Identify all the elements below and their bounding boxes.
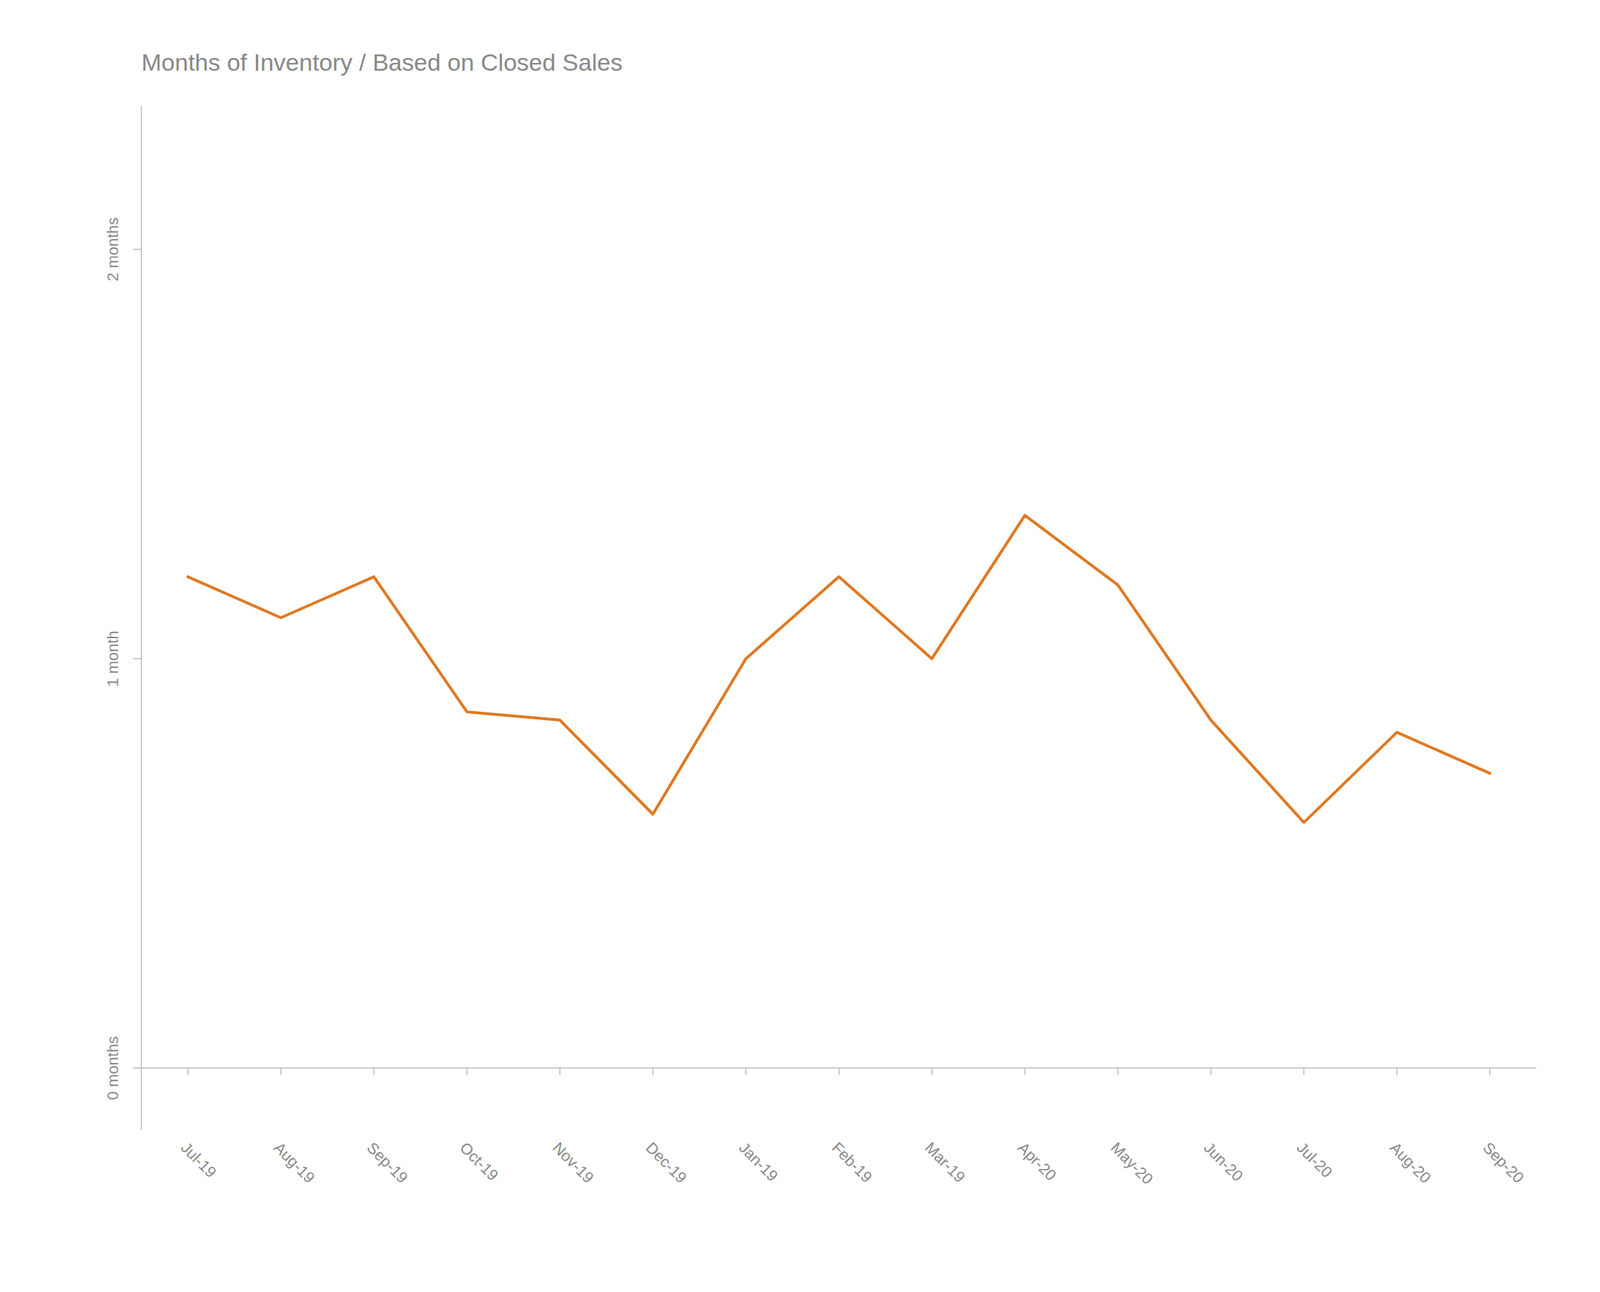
- x-tick-label: Aug-20: [1386, 1139, 1435, 1188]
- x-tick-label: Nov-19: [549, 1139, 598, 1188]
- x-tick: [1024, 1068, 1026, 1076]
- chart: Months of Inventory / Based on Closed Sa…: [0, 0, 1600, 1292]
- y-tick: [132, 248, 142, 251]
- x-tick: [373, 1068, 375, 1076]
- y-tick: [132, 658, 142, 660]
- plot-area: [188, 515, 1490, 823]
- data-line: [188, 515, 1490, 823]
- title: Months of Inventory / Based on Closed Sa…: [141, 48, 623, 76]
- y-axis-line: [140, 106, 143, 1130]
- x-tick: [838, 1068, 840, 1076]
- x-tick-label: Dec-19: [642, 1139, 691, 1188]
- y-tick-label: 2 months: [104, 217, 123, 282]
- x-tick: [187, 1068, 189, 1076]
- x-tick: [1488, 1068, 1491, 1076]
- x-tick: [1396, 1068, 1398, 1076]
- x-tick: [1117, 1068, 1119, 1076]
- x-tick: [1303, 1068, 1305, 1076]
- y-tick-label: 1 month: [104, 630, 123, 688]
- x-tick-label: Aug-19: [270, 1139, 319, 1188]
- x-tick-label: Mar-19: [921, 1139, 969, 1187]
- x-tick-label: Jul-19: [177, 1139, 220, 1182]
- y-tick-label: 0 months: [104, 1036, 123, 1101]
- chart-container: Months of Inventory / Based on Closed Sa…: [0, 0, 1600, 1292]
- x-tick: [652, 1068, 654, 1076]
- x-tick-label: Sep-20: [1479, 1139, 1528, 1188]
- x-tick: [931, 1068, 933, 1076]
- x-tick-label: May-20: [1107, 1139, 1157, 1189]
- x-tick: [1210, 1068, 1212, 1076]
- x-tick-label: Jan-19: [735, 1139, 782, 1185]
- x-tick: [559, 1068, 561, 1076]
- y-tick: [132, 1067, 142, 1070]
- x-tick-label: Apr-20: [1014, 1139, 1060, 1185]
- x-tick: [466, 1068, 469, 1076]
- x-tick-label: Sep-19: [363, 1139, 412, 1188]
- x-tick: [745, 1068, 747, 1076]
- x-tick: [280, 1068, 283, 1076]
- x-tick-label: Oct-19: [456, 1139, 502, 1185]
- x-tick-label: Jul-20: [1293, 1139, 1336, 1182]
- x-tick-label: Jun-20: [1200, 1139, 1247, 1185]
- x-tick-label: Feb-19: [828, 1139, 877, 1187]
